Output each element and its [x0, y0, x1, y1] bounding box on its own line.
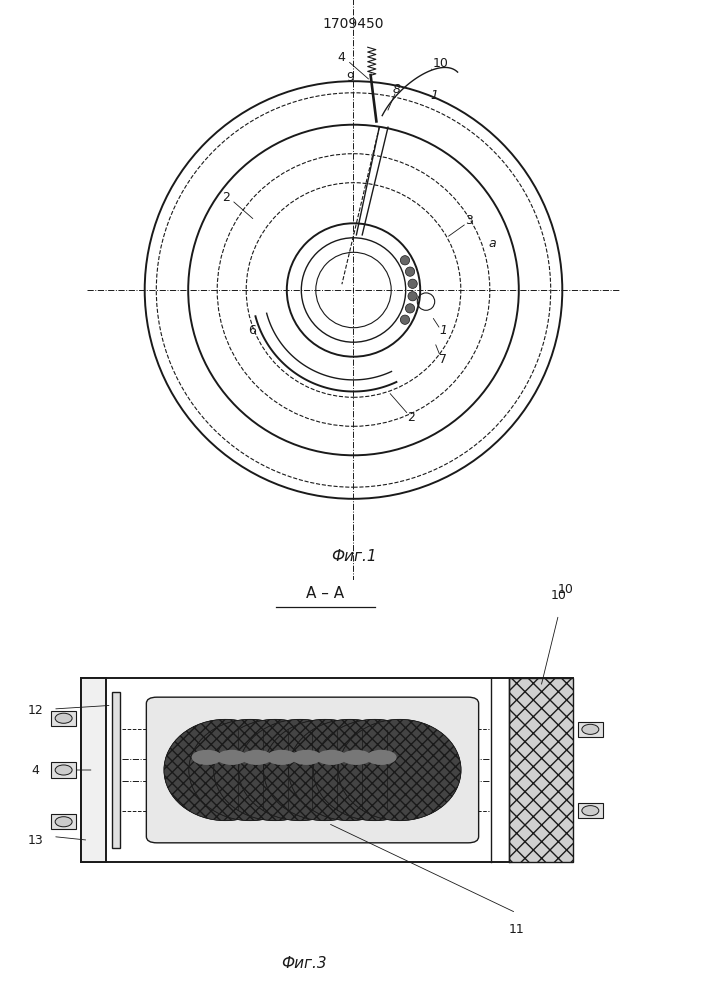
Bar — [81, 678, 573, 862]
Bar — [509, 678, 573, 862]
Circle shape — [582, 806, 599, 816]
Text: 9: 9 — [346, 71, 354, 84]
Text: 8: 8 — [392, 83, 401, 96]
FancyBboxPatch shape — [146, 697, 479, 843]
Text: 1: 1 — [439, 324, 448, 337]
Circle shape — [55, 765, 72, 775]
Text: 4: 4 — [31, 764, 40, 776]
Bar — [578, 803, 603, 818]
Ellipse shape — [291, 750, 322, 765]
Text: 10: 10 — [558, 583, 573, 596]
Ellipse shape — [339, 719, 461, 821]
Circle shape — [408, 292, 417, 301]
Bar — [578, 722, 603, 737]
Bar — [51, 711, 76, 726]
Ellipse shape — [239, 719, 361, 821]
Circle shape — [55, 817, 72, 827]
Ellipse shape — [264, 719, 386, 821]
Bar — [112, 692, 120, 848]
Ellipse shape — [267, 750, 297, 765]
Ellipse shape — [264, 719, 386, 821]
Text: 2: 2 — [222, 191, 230, 204]
Circle shape — [400, 256, 409, 265]
Ellipse shape — [216, 750, 247, 765]
Circle shape — [408, 279, 417, 288]
Circle shape — [405, 267, 415, 276]
Ellipse shape — [239, 719, 361, 821]
Text: Фиг.3: Фиг.3 — [281, 956, 327, 971]
Text: 2: 2 — [407, 411, 416, 424]
Text: 12: 12 — [28, 704, 43, 717]
Ellipse shape — [192, 750, 222, 765]
Ellipse shape — [288, 719, 411, 821]
Ellipse shape — [164, 719, 286, 821]
Bar — [81, 678, 106, 862]
Circle shape — [582, 724, 599, 734]
Ellipse shape — [366, 750, 397, 765]
Ellipse shape — [164, 719, 286, 821]
Text: 10: 10 — [551, 589, 566, 602]
Bar — [51, 762, 76, 778]
Text: 1: 1 — [431, 89, 438, 102]
Circle shape — [55, 713, 72, 723]
Text: 6: 6 — [248, 324, 256, 337]
Ellipse shape — [214, 719, 337, 821]
Text: 11: 11 — [508, 923, 524, 936]
Text: 10: 10 — [432, 57, 448, 70]
Text: 3: 3 — [466, 214, 474, 227]
Ellipse shape — [214, 719, 337, 821]
Text: 7: 7 — [439, 353, 448, 366]
Ellipse shape — [339, 719, 461, 821]
Circle shape — [400, 315, 409, 324]
Ellipse shape — [313, 719, 436, 821]
Ellipse shape — [241, 750, 272, 765]
Ellipse shape — [189, 719, 312, 821]
Bar — [51, 814, 76, 829]
Text: 1709450: 1709450 — [323, 17, 384, 31]
Ellipse shape — [341, 750, 372, 765]
Ellipse shape — [288, 719, 411, 821]
Text: А – А: А – А — [306, 586, 344, 601]
Text: 4: 4 — [338, 51, 346, 64]
Ellipse shape — [189, 719, 312, 821]
Text: Фиг.1: Фиг.1 — [331, 549, 376, 564]
Text: a: a — [489, 237, 496, 250]
Text: 13: 13 — [28, 834, 43, 847]
Circle shape — [405, 304, 415, 313]
Ellipse shape — [313, 719, 436, 821]
Ellipse shape — [316, 750, 347, 765]
